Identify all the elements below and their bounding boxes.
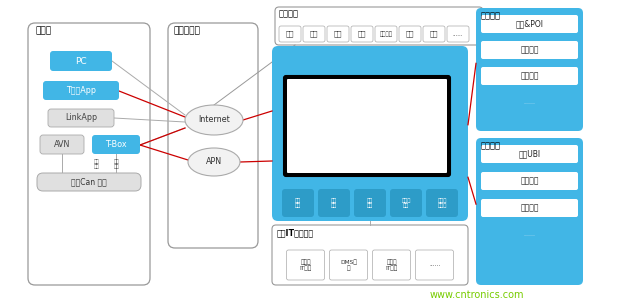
FancyBboxPatch shape [303, 26, 325, 42]
Text: 语音识别: 语音识别 [379, 31, 393, 37]
FancyBboxPatch shape [481, 15, 578, 33]
FancyBboxPatch shape [354, 189, 386, 217]
Text: 公共资源: 公共资源 [279, 9, 299, 18]
FancyBboxPatch shape [92, 135, 140, 154]
Text: T服务App: T服务App [66, 86, 96, 95]
Ellipse shape [185, 105, 243, 135]
Text: ......: ...... [453, 32, 463, 36]
FancyBboxPatch shape [284, 76, 450, 176]
Text: ......: ...... [429, 262, 440, 268]
Text: 专属资源: 专属资源 [481, 12, 501, 21]
Text: Internet: Internet [198, 115, 230, 125]
Text: T-Box: T-Box [105, 140, 127, 149]
Text: 总线
协议: 总线 协议 [114, 158, 120, 169]
Text: 车身Can 总线: 车身Can 总线 [71, 178, 107, 187]
FancyBboxPatch shape [272, 225, 468, 285]
Text: 视频: 视频 [429, 31, 438, 37]
Text: 音乐: 音乐 [334, 31, 342, 37]
FancyBboxPatch shape [40, 135, 84, 154]
Text: 其他IT系统对接: 其他IT系统对接 [277, 228, 314, 238]
FancyBboxPatch shape [327, 26, 349, 42]
Text: 地图&POI: 地图&POI [515, 19, 544, 28]
Text: 服务端: 服务端 [36, 26, 52, 35]
FancyBboxPatch shape [481, 199, 578, 217]
Text: ......: ...... [524, 232, 535, 238]
FancyBboxPatch shape [287, 79, 447, 173]
Text: 运营商
IT系统: 运营商 IT系统 [386, 259, 398, 271]
Text: 导航: 导航 [286, 31, 294, 37]
Text: 电台: 电台 [358, 31, 366, 37]
Text: PC: PC [75, 56, 87, 65]
FancyBboxPatch shape [416, 250, 453, 280]
FancyBboxPatch shape [481, 67, 578, 85]
Text: 分时租赁: 分时租赁 [520, 177, 539, 185]
FancyBboxPatch shape [282, 189, 314, 217]
FancyBboxPatch shape [48, 109, 114, 127]
Text: 生活: 生活 [310, 31, 319, 37]
FancyBboxPatch shape [447, 26, 469, 42]
Text: 保险UBI: 保险UBI [519, 149, 540, 158]
FancyBboxPatch shape [476, 138, 583, 285]
FancyBboxPatch shape [426, 189, 458, 217]
Text: 整车厂
IT系统: 整车厂 IT系统 [299, 259, 312, 271]
Text: 远程诊断: 远程诊断 [520, 204, 539, 212]
Text: APN: APN [206, 158, 222, 167]
FancyBboxPatch shape [50, 51, 112, 71]
FancyBboxPatch shape [37, 173, 141, 191]
Text: LinkApp: LinkApp [65, 114, 97, 122]
FancyBboxPatch shape [351, 26, 373, 42]
Text: 服务
监控: 服务 监控 [367, 198, 373, 208]
FancyBboxPatch shape [375, 26, 397, 42]
Text: 经销商
门户: 经销商 门户 [401, 198, 411, 208]
FancyBboxPatch shape [272, 46, 468, 221]
Text: www.cntronics.com: www.cntronics.com [430, 290, 525, 300]
FancyBboxPatch shape [279, 26, 301, 42]
FancyBboxPatch shape [318, 189, 350, 217]
FancyBboxPatch shape [399, 26, 421, 42]
FancyBboxPatch shape [330, 250, 367, 280]
Text: 业务
支撑: 业务 支撑 [331, 198, 337, 208]
FancyBboxPatch shape [275, 7, 483, 45]
Ellipse shape [188, 148, 240, 176]
FancyBboxPatch shape [43, 81, 119, 100]
FancyBboxPatch shape [168, 23, 258, 248]
Text: ......: ...... [524, 99, 535, 105]
Text: 社交: 社交 [406, 31, 414, 37]
Text: 违章信息: 违章信息 [520, 72, 539, 81]
FancyBboxPatch shape [476, 8, 583, 131]
Text: 通信运营商: 通信运营商 [173, 26, 200, 35]
Text: 数据
协议: 数据 协议 [94, 158, 100, 169]
Text: DMS系
统: DMS系 统 [340, 259, 357, 271]
Text: 新能源
车监控: 新能源 车监控 [437, 198, 446, 208]
FancyBboxPatch shape [287, 250, 325, 280]
FancyBboxPatch shape [481, 145, 578, 163]
Text: 增值应用: 增值应用 [481, 142, 501, 151]
FancyBboxPatch shape [481, 172, 578, 190]
FancyBboxPatch shape [423, 26, 445, 42]
FancyBboxPatch shape [28, 23, 150, 285]
FancyBboxPatch shape [481, 41, 578, 59]
Text: 实时交通: 实时交通 [520, 45, 539, 55]
Text: AVN: AVN [54, 140, 70, 149]
FancyBboxPatch shape [390, 189, 422, 217]
FancyBboxPatch shape [372, 250, 411, 280]
Text: 呼叫
中心: 呼叫 中心 [295, 198, 301, 208]
